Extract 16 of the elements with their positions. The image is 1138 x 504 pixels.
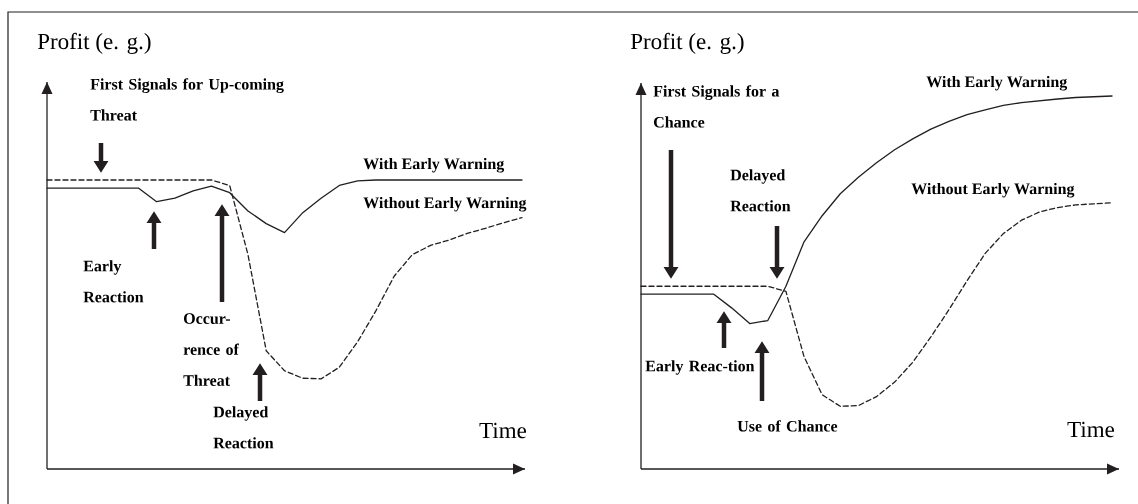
annotation: Early Reac-tion	[645, 360, 755, 375]
annotation: Delayed Reaction	[730, 169, 791, 212]
x-axis-title: Time	[479, 422, 527, 439]
annotation: Early Reaction	[83, 260, 144, 303]
annotation: Use of Chance	[737, 420, 838, 432]
text: First Signals for Up-coming Threat	[90, 78, 284, 121]
y-axis-title: Profit (e. g.)	[37, 32, 151, 54]
y-axis-title: Profit (e. g.)	[630, 32, 744, 54]
annotation: Delayed Reaction	[213, 406, 274, 449]
annotation: First Signals for a Chance	[653, 85, 780, 128]
series-label: With Early Warning	[926, 75, 1068, 91]
series-label: Without Early Warning	[363, 196, 527, 212]
x-axis-title: Time	[1067, 421, 1115, 438]
series-label: With Early Warning	[363, 157, 505, 173]
text: Occur-rence of Threat	[183, 313, 240, 386]
series-label: Without Early Warning	[911, 182, 1075, 198]
